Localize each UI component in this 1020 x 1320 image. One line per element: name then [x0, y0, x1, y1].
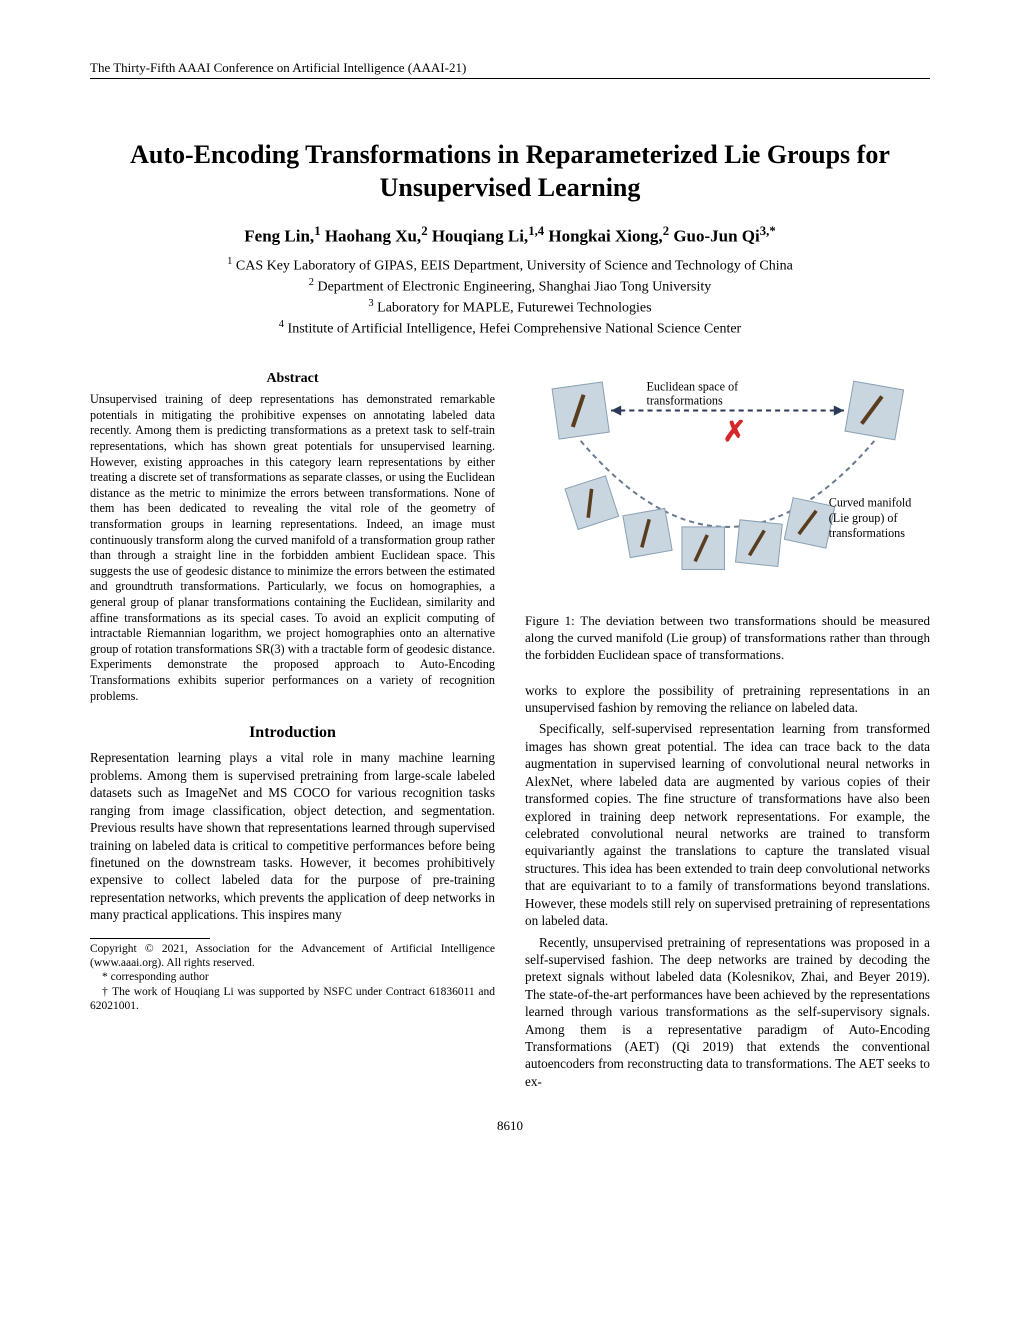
- fig-label-euclidean-1: Euclidean space of: [647, 379, 740, 393]
- arrow-right-icon: [834, 405, 844, 415]
- fig-thumb-top-left: [552, 382, 609, 439]
- fig-label-euclidean-2: transformations: [647, 393, 723, 407]
- right-paragraph-2: Specifically, self-supervised representa…: [525, 720, 930, 929]
- title-line-1: Auto-Encoding Transformations in Reparam…: [130, 140, 890, 169]
- footnotes: Copyright © 2021, Association for the Ad…: [90, 942, 495, 1014]
- figure-1: Euclidean space of transformations ✗: [525, 370, 930, 664]
- left-column: Abstract Unsupervised training of deep r…: [90, 370, 495, 1091]
- right-column: Euclidean space of transformations ✗: [525, 370, 930, 1091]
- arrow-left-icon: [611, 405, 621, 415]
- conference-header: The Thirty-Fifth AAAI Conference on Arti…: [90, 60, 930, 79]
- footnote-rule: [90, 938, 210, 939]
- fig-label-manifold-3: transformations: [829, 526, 905, 540]
- paper-title: Auto-Encoding Transformations in Reparam…: [90, 139, 930, 204]
- abstract-heading: Abstract: [90, 370, 495, 388]
- footnote-funding: † The work of Houqiang Li was supported …: [90, 985, 495, 1014]
- fig-label-manifold-2: (Lie group) of: [829, 511, 899, 525]
- footnote-copyright: Copyright © 2021, Association for the Ad…: [90, 942, 495, 971]
- abstract-body: Unsupervised training of deep representa…: [90, 392, 495, 704]
- fig-thumb-curve-1: [565, 476, 619, 530]
- right-paragraph-1: works to explore the possibility of pret…: [525, 682, 930, 717]
- fig-thumb-curve-5: [784, 497, 834, 547]
- title-line-2: Unsupervised Learning: [380, 173, 641, 202]
- intro-paragraph-1: Representation learning plays a vital ro…: [90, 749, 495, 923]
- affiliation-4: 4 Institute of Artificial Intelligence, …: [90, 318, 930, 339]
- two-column-layout: Abstract Unsupervised training of deep r…: [90, 370, 930, 1091]
- fig-label-manifold-1: Curved manifold: [829, 495, 912, 509]
- fig-thumb-curve-3: [682, 527, 725, 570]
- fig-thumb-curve-4: [736, 519, 783, 566]
- affiliation-3: 3 Laboratory for MAPLE, Futurewei Techno…: [90, 297, 930, 318]
- affiliation-1: 1 CAS Key Laboratory of GIPAS, EEIS Depa…: [90, 255, 930, 276]
- authors: Feng Lin,1 Haohang Xu,2 Houqiang Li,1,4 …: [90, 224, 930, 247]
- affiliation-2: 2 Department of Electronic Engineering, …: [90, 276, 930, 297]
- introduction-heading: Introduction: [90, 722, 495, 743]
- fig-thumb-curve-2: [623, 508, 672, 557]
- page: The Thirty-Fifth AAAI Conference on Arti…: [0, 0, 1020, 1174]
- fig-thumb-top-right: [845, 381, 904, 440]
- affiliations: 1 CAS Key Laboratory of GIPAS, EEIS Depa…: [90, 255, 930, 340]
- footnote-corresponding: * corresponding author: [90, 970, 495, 984]
- figure-1-svg: Euclidean space of transformations ✗: [525, 370, 930, 603]
- forbidden-x-icon: ✗: [722, 417, 746, 448]
- right-paragraph-3: Recently, unsupervised pretraining of re…: [525, 934, 930, 1091]
- figure-1-caption: Figure 1: The deviation between two tran…: [525, 613, 930, 664]
- page-number: 8610: [90, 1118, 930, 1134]
